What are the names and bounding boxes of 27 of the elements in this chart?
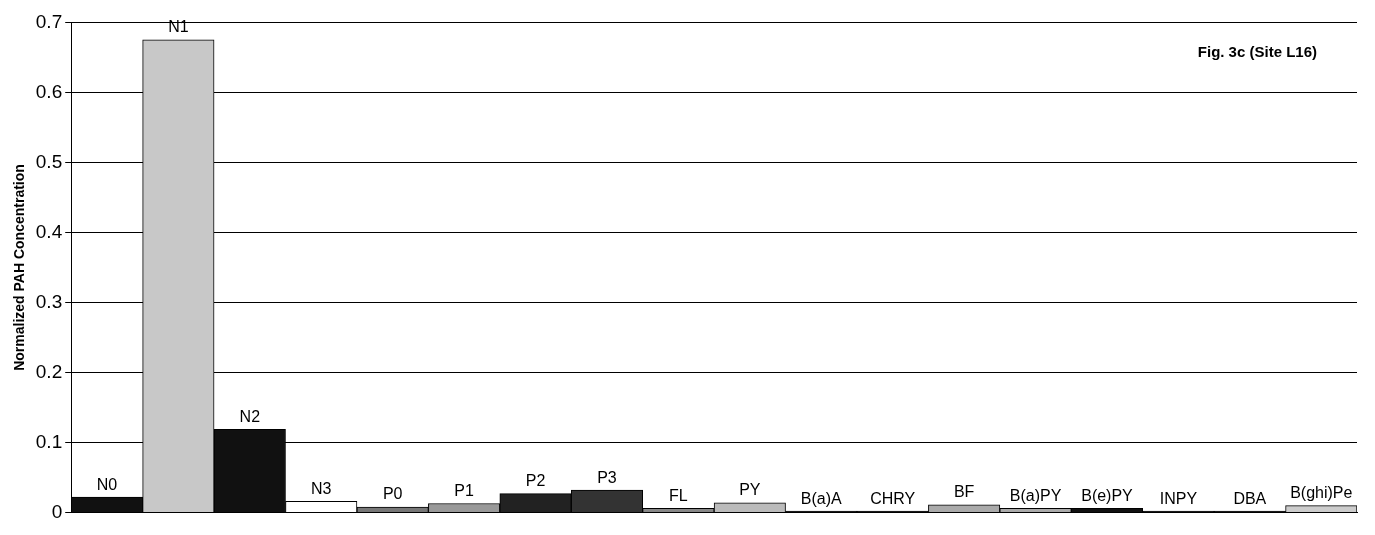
y-tick-label: 0.6 [35, 80, 63, 102]
y-tick-label: 0.2 [35, 360, 63, 382]
x-tick-label: N2 [239, 407, 261, 425]
y-tick-label: 0.7 [35, 10, 63, 32]
x-tick-label: PY [739, 481, 761, 499]
y-tick-label: 0.1 [35, 430, 63, 452]
x-tick-label: N0 [96, 475, 118, 493]
x-tick-label: BF [953, 483, 975, 501]
y-tick-label: 0 [51, 500, 63, 522]
annotation: Fig. 3c (Site L16) [1197, 42, 1317, 60]
x-tick-label: FL [669, 486, 688, 504]
y-tick-label: 0.3 [35, 290, 63, 312]
x-tick-label: P3 [597, 468, 617, 486]
x-tick-label: CHRY [870, 489, 916, 507]
x-tick-label: P1 [454, 481, 474, 499]
x-tick-label: INPY [1159, 489, 1198, 507]
x-tick-label: B(a)PY [1009, 486, 1062, 504]
x-tick-label: P2 [525, 472, 546, 490]
y-axis-title: Normalized PAH Concentration [11, 164, 28, 371]
x-tick-label: B(e)PY [1081, 486, 1134, 504]
x-tick-label: B(ghi)Pe [1290, 484, 1353, 501]
x-tick-label: N3 [311, 479, 332, 497]
x-tick-label: DBA [1233, 489, 1267, 507]
y-tick-label: 0.5 [35, 150, 63, 172]
x-tick-label: B(a)A [800, 489, 843, 507]
x-tick-label: P0 [382, 485, 403, 503]
y-tick-label: 0.4 [35, 220, 63, 242]
